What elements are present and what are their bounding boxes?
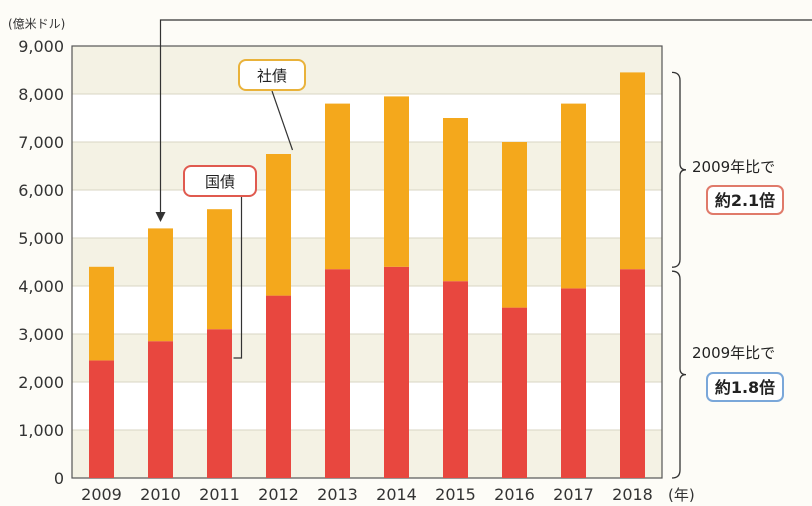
y-tick-label: 7,000 bbox=[18, 133, 64, 152]
y-tick-label: 4,000 bbox=[18, 277, 64, 296]
bar-kokusai bbox=[384, 266, 409, 478]
annotation-lower-line1: 2009年比で bbox=[692, 344, 775, 362]
bar-kokusai bbox=[266, 295, 291, 478]
y-tick-label: 5,000 bbox=[18, 229, 64, 248]
bar-shasai bbox=[384, 96, 409, 267]
bar-shasai bbox=[148, 228, 173, 342]
x-tick-label: 2011 bbox=[199, 485, 240, 504]
annotation-upper-value: 約2.1倍 bbox=[715, 191, 775, 210]
bar-kokusai bbox=[620, 269, 645, 478]
bar-shasai bbox=[620, 72, 645, 270]
bar-shasai bbox=[89, 266, 114, 361]
bar-shasai bbox=[443, 118, 468, 282]
plot-frame bbox=[71, 45, 663, 479]
x-tick-label: 2009 bbox=[81, 485, 122, 504]
y-tick-label: 0 bbox=[54, 469, 64, 488]
callout-box-kokusai bbox=[183, 165, 257, 197]
x-tick-label: 2013 bbox=[317, 485, 358, 504]
y-tick-label: 9,000 bbox=[18, 37, 64, 56]
bar-kokusai bbox=[148, 341, 173, 478]
x-tick-label: 2016 bbox=[494, 485, 535, 504]
x-tick-label: 2010 bbox=[140, 485, 181, 504]
x-axis-unit: (年) bbox=[668, 486, 695, 504]
annotation-lower-value: 約1.8倍 bbox=[715, 378, 775, 397]
bar-kokusai bbox=[502, 307, 527, 478]
bar-shasai bbox=[207, 209, 232, 330]
callout-label-kokusai: 国債 bbox=[205, 173, 235, 191]
bar-shasai bbox=[266, 154, 291, 296]
annotation-upper-box bbox=[706, 185, 784, 215]
annotation-lower-box bbox=[706, 372, 784, 402]
bar-shasai bbox=[502, 142, 527, 308]
bar-kokusai bbox=[207, 329, 232, 478]
bar-shasai bbox=[325, 103, 350, 270]
bar-kokusai bbox=[89, 360, 114, 478]
brace-upper bbox=[671, 71, 687, 268]
y-tick-label: 2,000 bbox=[18, 373, 64, 392]
bar-kokusai bbox=[561, 288, 586, 478]
y-tick-label: 6,000 bbox=[18, 181, 64, 200]
y-tick-label: 1,000 bbox=[18, 421, 64, 440]
x-tick-label: 2017 bbox=[553, 485, 594, 504]
annotation-upper-line1: 2009年比で bbox=[692, 158, 775, 176]
callout-label-shasai: 社債 bbox=[257, 67, 287, 85]
callout-leader-kokusai bbox=[233, 196, 243, 359]
bar-kokusai bbox=[325, 269, 350, 478]
y-tick-label: 3,000 bbox=[18, 325, 64, 344]
y-axis-title: (億米ドル) bbox=[8, 17, 65, 31]
x-tick-label: 2012 bbox=[258, 485, 299, 504]
callout-arrow-line bbox=[159, 19, 812, 218]
x-tick-label: 2018 bbox=[612, 485, 653, 504]
brace-lower bbox=[671, 270, 687, 479]
bar-kokusai bbox=[443, 281, 468, 478]
plot-band bbox=[72, 46, 662, 94]
arrow-head bbox=[155, 212, 166, 222]
callout-leader-shasai bbox=[271, 90, 294, 151]
x-tick-label: 2015 bbox=[435, 485, 476, 504]
callout-box-shasai bbox=[238, 59, 306, 91]
bar-shasai bbox=[561, 103, 586, 289]
y-tick-label: 8,000 bbox=[18, 85, 64, 104]
x-tick-label: 2014 bbox=[376, 485, 417, 504]
